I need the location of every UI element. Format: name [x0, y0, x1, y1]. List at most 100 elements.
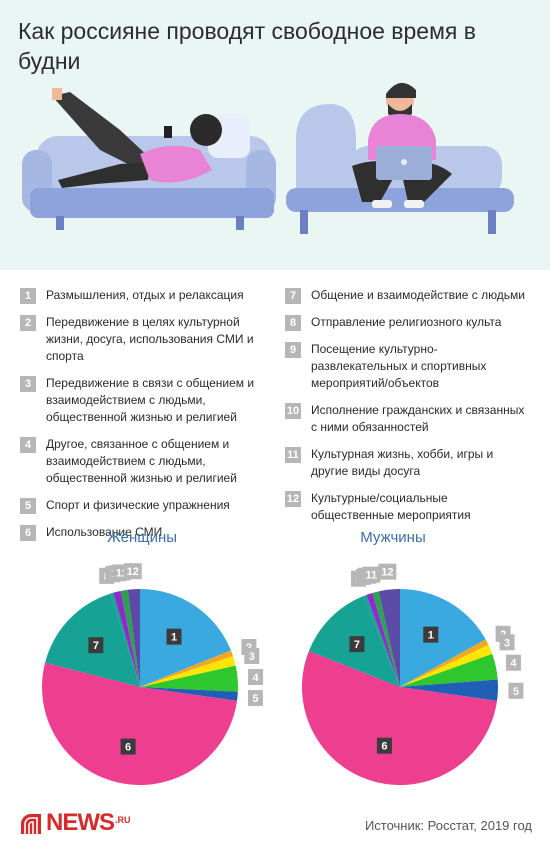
- pie-label-11: 11: [362, 566, 381, 583]
- pie-label-6: 6: [120, 738, 136, 755]
- legend-number: 11: [285, 447, 301, 463]
- man-figure: [352, 82, 452, 208]
- svg-text:1: 1: [171, 632, 177, 644]
- pie-chart-women: 123456789101112: [41, 563, 264, 785]
- pie-slice-3: [140, 656, 236, 687]
- pie-slice-6: [41, 662, 238, 785]
- legend-label: Исполнение гражданских и связанных с ним…: [311, 403, 525, 434]
- pie-label-4: 4: [248, 669, 264, 686]
- pie-label-12: 12: [378, 563, 397, 580]
- legend-label: Размышления, отдых и релаксация: [46, 288, 244, 302]
- pie-slice-10: [120, 590, 140, 687]
- pie-slice-12: [378, 589, 400, 687]
- pie-slice-12: [127, 589, 140, 687]
- pie-slice-8: [110, 592, 140, 687]
- pie-slice-5: [140, 687, 238, 701]
- pie-slice-5: [400, 679, 498, 701]
- svg-text:5: 5: [252, 693, 258, 705]
- svg-text:5: 5: [513, 686, 519, 698]
- pie-label-3: 3: [244, 648, 260, 665]
- news-logo: NEWS .RU: [20, 811, 131, 835]
- legend-number: 2: [20, 315, 36, 331]
- svg-text:4: 4: [510, 658, 517, 670]
- legend-item: 10 Исполнение гражданских и связанных с н…: [285, 402, 530, 436]
- legend-number: 5: [20, 498, 36, 514]
- pie-slice-10: [372, 592, 400, 687]
- svg-text:1: 1: [428, 630, 434, 642]
- legend-item: 9 Посещение культурно-развлекательных и с…: [285, 341, 530, 392]
- legend-item: 2 Передвижение в целях культурной жизни, …: [20, 314, 270, 365]
- legend-item: 7 Общение и взаимодействие с людьми: [285, 287, 530, 304]
- logo-text: NEWS: [46, 809, 115, 836]
- legend-number: 1: [20, 288, 36, 304]
- legend-label: Другое, связанное с общением и взаимодей…: [46, 437, 237, 485]
- svg-text:3: 3: [249, 651, 255, 663]
- pie-title-women: Женщины: [106, 529, 178, 546]
- pie-chart-men: 123456789101112: [301, 563, 524, 785]
- legend-item: 11 Культурная жизнь, хобби, игры и другие…: [285, 446, 530, 480]
- svg-text:11: 11: [365, 570, 377, 582]
- legend-number: 12: [285, 491, 301, 507]
- pie-label-5: 5: [247, 690, 263, 707]
- svg-text:7: 7: [354, 639, 360, 651]
- legend-label: Посещение культурно-развлекательных и сп…: [311, 342, 487, 390]
- svg-text:12: 12: [127, 566, 139, 578]
- pie-slice-1: [400, 589, 486, 687]
- pie-slice-9: [113, 590, 140, 687]
- pie-slice-4: [140, 665, 238, 692]
- pie-slice-11: [121, 589, 140, 687]
- logo-mark-icon: [21, 813, 41, 834]
- pie-slice-2: [140, 650, 234, 687]
- svg-text:6: 6: [125, 742, 131, 754]
- legend-label: Общение и взаимодействие с людьми: [311, 288, 526, 302]
- pie-label-1: 1: [166, 628, 182, 645]
- pie-label-7: 7: [349, 636, 365, 653]
- svg-text:12: 12: [381, 567, 393, 579]
- legend-item: 1 Размышления, отдых и релаксация: [20, 287, 270, 304]
- legend-label: Отправление религиозного культа: [311, 315, 502, 329]
- legend-number: 9: [285, 342, 301, 358]
- pie-slice-1: [140, 589, 231, 687]
- legend-number: 4: [20, 437, 36, 453]
- legend-item: 6 Использование СМИ: [20, 524, 270, 541]
- legend-label: Передвижение в целях культурной жизни, д…: [46, 315, 254, 363]
- pie-label-6: 6: [376, 737, 392, 754]
- pie-slice-11: [372, 591, 400, 687]
- legend-item: 8 Отправление религиозного культа: [285, 314, 530, 331]
- legend-number: 8: [285, 315, 301, 331]
- legend-number: 6: [20, 525, 36, 541]
- legend-item: 12 Культурные/социальные общественные мер…: [285, 490, 530, 524]
- pie-slice-8: [363, 594, 400, 687]
- legend-number: 10: [285, 403, 301, 419]
- illustration: [22, 82, 514, 234]
- pie-slice-6: [301, 650, 498, 785]
- legend-label: Культурная жизнь, хобби, игры и другие в…: [311, 447, 494, 478]
- pie-slice-3: [400, 644, 493, 687]
- pie-label-1: 1: [423, 626, 439, 643]
- source-note: Источник: Росстат, 2019 год: [364, 818, 532, 833]
- pie-label-12: 12: [123, 563, 142, 580]
- pie-label-4: 4: [505, 654, 521, 671]
- pie-label-7: 7: [88, 637, 104, 654]
- legend-number: 7: [285, 288, 301, 304]
- legend-item: 5 Спорт и физические упражнения: [20, 497, 270, 514]
- pie-slice-9: [366, 593, 400, 687]
- logo-sub: .RU: [115, 815, 131, 825]
- legend-item: 4 Другое, связанное с общением и взаимоде…: [20, 436, 270, 487]
- pie-label-3: 3: [499, 634, 515, 651]
- pie-slice-2: [400, 639, 489, 687]
- pie-title-men: Мужчины: [360, 529, 426, 546]
- legend-label: Передвижение в связи с общением и взаимо…: [46, 376, 255, 424]
- svg-text:4: 4: [253, 672, 260, 684]
- legend-item: 3 Передвижение в связи с общением и взаим…: [20, 375, 270, 426]
- legend-number: 3: [20, 376, 36, 392]
- svg-text:3: 3: [504, 637, 510, 649]
- pie-slice-4: [400, 653, 498, 687]
- svg-text:11: 11: [116, 567, 128, 579]
- legend-right: 7 Общение и взаимодействие с людьми 8 Отпр…: [285, 287, 530, 534]
- legend-left: 1 Размышления, отдых и релаксация 2 Передв…: [20, 287, 270, 551]
- legend-label: Спорт и физические упражнения: [46, 498, 230, 512]
- pie-label-5: 5: [508, 682, 524, 699]
- legend-label: Использование СМИ: [46, 525, 163, 539]
- svg-text:6: 6: [381, 741, 387, 753]
